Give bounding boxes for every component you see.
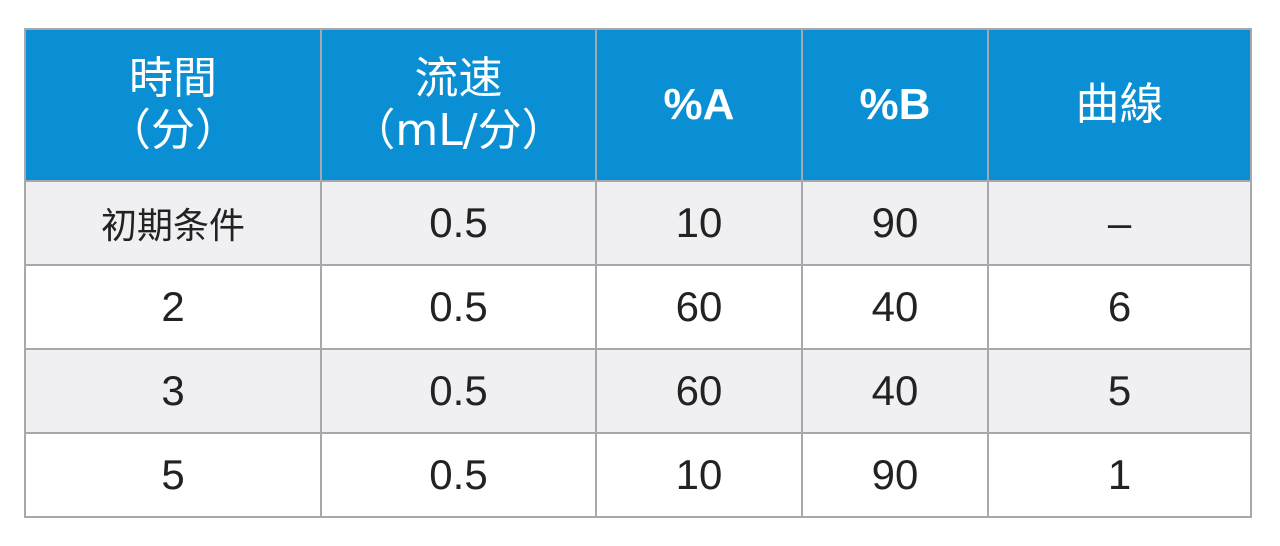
- cell-percent-b: 40: [801, 348, 989, 434]
- cell-time: 5: [24, 432, 322, 518]
- cell-flow: 0.5: [320, 180, 597, 266]
- table-row: 5 0.5 10 90 1: [24, 432, 1252, 518]
- table-row: 初期条件 0.5 10 90 –: [24, 180, 1252, 266]
- cell-percent-a: 60: [595, 348, 803, 434]
- cell-flow: 0.5: [320, 348, 597, 434]
- header-time-line2: （分）: [107, 105, 239, 156]
- header-curve: 曲線: [987, 28, 1252, 182]
- header-percent-b: %B: [801, 28, 989, 182]
- header-flow-line2: （mL/分）: [351, 105, 566, 156]
- header-flow-line1: 流速: [414, 53, 503, 104]
- cell-percent-b: 90: [801, 180, 989, 266]
- cell-time: 3: [24, 348, 322, 434]
- cell-curve: 6: [987, 264, 1252, 350]
- gradient-table: 時間 （分） 流速 （mL/分） %A %B 曲線 初期条件 0.5 10 90…: [24, 28, 1252, 518]
- cell-curve: –: [987, 180, 1252, 266]
- cell-time: 初期条件: [24, 180, 322, 266]
- cell-flow: 0.5: [320, 432, 597, 518]
- header-time-line1: 時間: [129, 53, 217, 104]
- cell-curve: 1: [987, 432, 1252, 518]
- gradient-table-container: 時間 （分） 流速 （mL/分） %A %B 曲線 初期条件 0.5 10 90…: [24, 28, 1252, 518]
- cell-percent-b: 90: [801, 432, 989, 518]
- table-row: 2 0.5 60 40 6: [24, 264, 1252, 350]
- cell-time: 2: [24, 264, 322, 350]
- header-row: 時間 （分） 流速 （mL/分） %A %B 曲線: [24, 28, 1252, 182]
- header-flow-rate: 流速 （mL/分）: [320, 28, 597, 182]
- cell-percent-a: 10: [595, 432, 803, 518]
- table-row: 3 0.5 60 40 5: [24, 348, 1252, 434]
- cell-percent-b: 40: [801, 264, 989, 350]
- header-percent-a: %A: [595, 28, 803, 182]
- cell-curve: 5: [987, 348, 1252, 434]
- cell-flow: 0.5: [320, 264, 597, 350]
- cell-percent-a: 10: [595, 180, 803, 266]
- header-time: 時間 （分）: [24, 28, 322, 182]
- cell-percent-a: 60: [595, 264, 803, 350]
